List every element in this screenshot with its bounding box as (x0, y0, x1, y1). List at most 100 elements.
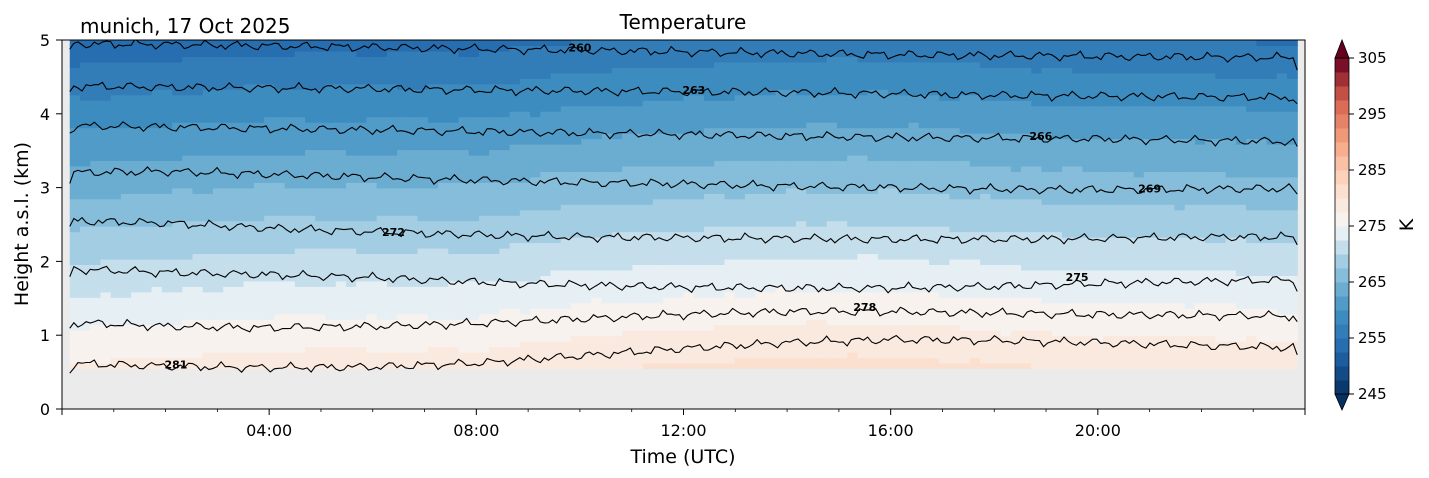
contour-band-cell (560, 105, 572, 112)
contour-band-cell (386, 127, 398, 134)
contour-band-cell (80, 111, 91, 118)
contour-band-cell (642, 209, 654, 216)
contour-band-cell (80, 242, 91, 249)
contour-band-cell (417, 275, 429, 282)
contour-band-cell (264, 160, 275, 167)
contour-band-cell (877, 40, 889, 47)
contour-band-cell (243, 171, 255, 178)
contour-band-cell (816, 253, 828, 260)
contour-band-cell (69, 324, 81, 331)
contour-band-cell (888, 198, 899, 205)
contour-band-cell (151, 258, 163, 266)
contour-band-cell (601, 362, 613, 370)
contour-band-cell (908, 335, 920, 342)
contour-band-cell (796, 122, 807, 129)
contour-band-cell (478, 297, 490, 304)
contour-band-cell (448, 297, 460, 304)
contour-band-cell (519, 275, 531, 282)
contour-band-cell (519, 269, 531, 276)
contour-band-cell (642, 171, 654, 178)
contour-band-cell (315, 149, 327, 156)
contour-band-cell (438, 100, 449, 107)
contour-band-cell (652, 165, 664, 172)
contour-band-cell (172, 176, 183, 183)
contour-band-cell (632, 313, 644, 320)
contour-band-cell (489, 40, 500, 47)
contour-band-cell (898, 83, 910, 90)
contour-band-cell (888, 269, 899, 276)
contour-band-cell (366, 302, 378, 309)
contour-band-cell (652, 89, 664, 96)
contour-band-cell (826, 182, 838, 189)
contour-band-cell (652, 100, 664, 107)
contour-band-cell (673, 346, 685, 353)
contour-band-cell (775, 100, 787, 107)
contour-band-cell (611, 61, 623, 68)
contour-band-cell (325, 237, 337, 244)
contour-band-cell (683, 258, 695, 266)
contour-band-cell (335, 127, 347, 134)
contour-band-cell (530, 242, 541, 249)
contour-band-cell (867, 280, 879, 287)
contour-band-cell (90, 226, 102, 233)
contour-band-cell (703, 220, 715, 227)
contour-band-cell (816, 133, 828, 140)
contour-band-cell (775, 111, 787, 118)
contour-band-cell (131, 45, 142, 52)
contour-band-cell (294, 269, 306, 276)
contour-band-cell (642, 40, 654, 47)
contour-band-cell (642, 83, 654, 90)
contour-band-cell (550, 308, 562, 315)
contour-band-cell (120, 226, 132, 233)
contour-band-cell (898, 286, 910, 293)
contour-band-cell (744, 308, 756, 315)
contour-band-cell (305, 160, 316, 167)
contour-band-cell (703, 122, 715, 129)
contour-band-cell (775, 171, 787, 178)
contour-band-cell (683, 330, 695, 337)
contour-band-cell (458, 56, 470, 63)
contour-band-cell (253, 302, 265, 309)
contour-band-cell (335, 144, 347, 151)
contour-band-cell (305, 286, 316, 293)
contour-band-cell (591, 237, 603, 244)
contour-band-cell (489, 308, 500, 315)
contour-band-cell (417, 215, 429, 222)
contour-band-cell (274, 89, 286, 96)
contour-band-cell (202, 122, 214, 129)
contour-band-cell (724, 258, 736, 266)
contour-band-cell (294, 231, 306, 238)
contour-band-cell (427, 280, 439, 287)
contour-band-cell (427, 100, 439, 107)
contour-band-cell (141, 122, 153, 129)
contour-band-cell (161, 127, 173, 134)
contour-band-cell (264, 237, 275, 244)
contour-band-cell (141, 165, 153, 172)
contour-band-cell (755, 94, 766, 101)
contour-band-cell (683, 176, 695, 183)
contour-band-cell (806, 116, 818, 123)
contour-band-cell (560, 160, 572, 167)
contour-band-cell (581, 297, 593, 304)
contour-band-cell (356, 149, 368, 156)
contour-band-cell (673, 253, 685, 260)
contour-band-cell (397, 116, 408, 123)
contour-band-cell (212, 313, 224, 320)
contour-band-cell (857, 297, 869, 304)
contour-band-cell (857, 72, 869, 79)
contour-band-cell (243, 72, 255, 79)
contour-band-cell (427, 204, 439, 211)
contour-band-cell (386, 362, 398, 370)
contour-band-cell (110, 346, 122, 353)
contour-band-cell (857, 302, 869, 309)
contour-band-cell (212, 193, 224, 200)
contour-band-cell (632, 341, 644, 348)
contour-band-cell (744, 165, 756, 172)
contour-band-cell (243, 56, 255, 63)
contour-band-cell (161, 341, 173, 348)
contour-band-cell (80, 116, 91, 123)
contour-band-cell (560, 89, 572, 96)
contour-band-cell (581, 237, 593, 244)
contour-band-cell (131, 72, 142, 79)
contour-band-cell (877, 187, 889, 194)
